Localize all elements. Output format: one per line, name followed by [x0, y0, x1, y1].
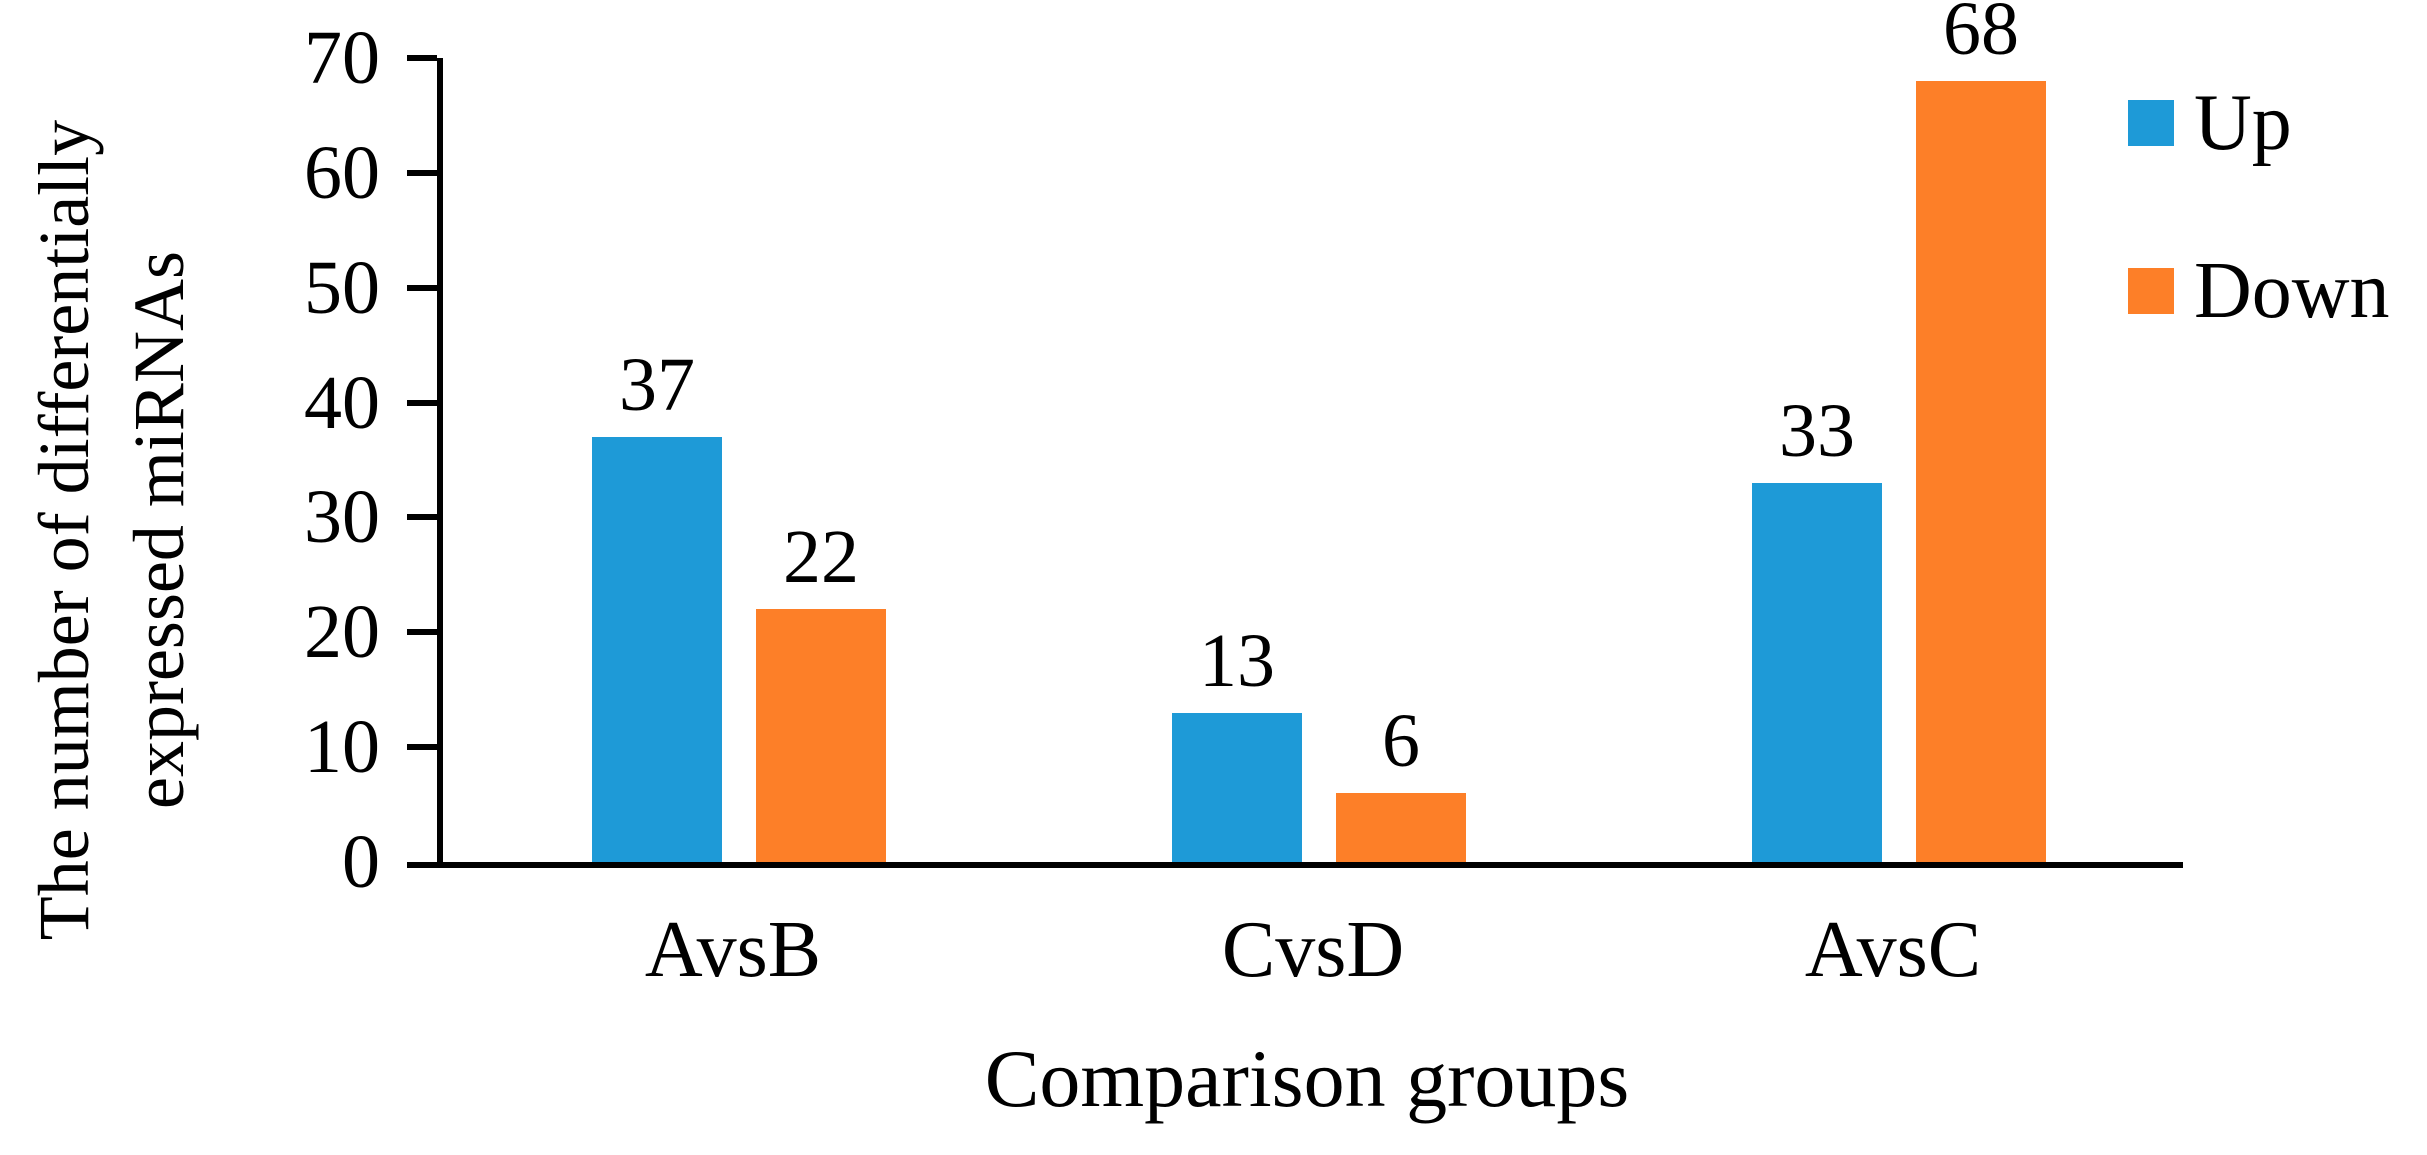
y-tick-mark — [407, 169, 437, 176]
y-tick-mark — [407, 284, 437, 291]
y-tick-mark — [407, 514, 437, 521]
y-tick-label: 0 — [342, 820, 380, 904]
bar-down-CvsD — [1336, 793, 1466, 862]
legend-label-up: Up — [2194, 79, 2292, 167]
y-tick-mark — [407, 744, 437, 751]
legend: Up Down — [2128, 83, 2390, 434]
x-category-label-AvsC: AvsC — [1804, 906, 1982, 994]
y-tick-label: 70 — [304, 16, 380, 100]
bar-value-label: 13 — [1199, 619, 1275, 703]
y-tick-mark — [407, 55, 437, 61]
y-tick-label: 60 — [304, 130, 380, 215]
legend-swatch-down-icon — [2128, 268, 2174, 314]
bar-value-label: 68 — [1943, 0, 2019, 71]
bar-value-label: 22 — [783, 515, 859, 599]
bar-value-label: 37 — [619, 343, 695, 427]
legend-item-up: Up — [2128, 83, 2390, 163]
y-tick-label: 10 — [304, 705, 380, 790]
y-tick-mark — [407, 399, 437, 406]
x-category-label-CvsD: CvsD — [1221, 906, 1405, 994]
y-tick-mark — [407, 862, 437, 868]
y-tick-label: 50 — [304, 245, 380, 330]
legend-label-down: Down — [2194, 247, 2390, 335]
bar-value-label: 33 — [1779, 389, 1855, 473]
bar-up-AvsC — [1752, 483, 1882, 862]
x-axis-title: Comparison groups — [984, 1033, 1630, 1124]
plot-area — [437, 58, 2183, 868]
x-category-label-AvsB: AvsB — [644, 906, 822, 994]
bar-down-AvsB — [756, 609, 886, 862]
legend-swatch-up-icon — [2128, 100, 2174, 146]
legend-item-down: Down — [2128, 251, 2390, 331]
bar-value-label: 6 — [1382, 699, 1420, 783]
bar-up-CvsD — [1172, 713, 1302, 862]
y-tick-label: 20 — [304, 590, 380, 675]
bar-up-AvsB — [592, 437, 722, 862]
y-tick-mark — [407, 629, 437, 636]
bar-down-AvsC — [1916, 81, 2046, 862]
y-tick-label: 30 — [304, 475, 380, 560]
y-tick-label: 40 — [304, 360, 380, 445]
y-axis-title-line-1: The number of differentially — [23, 119, 104, 941]
